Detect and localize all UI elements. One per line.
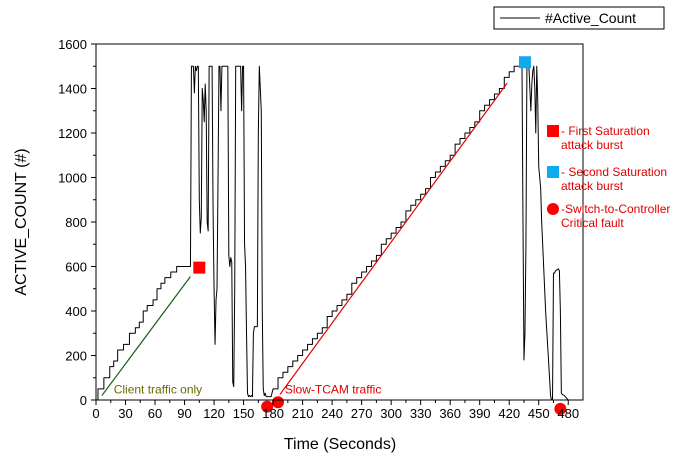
x-tick-label: 300 — [380, 406, 402, 421]
x-tick-label: 360 — [439, 406, 461, 421]
marker-legend-text: attack burst — [561, 179, 624, 193]
marker-legend-text: -Switch-to-Controller — [561, 202, 670, 216]
legend-box — [493, 6, 665, 30]
y-tick-label: 200 — [65, 349, 87, 364]
series-line-active-count — [96, 65, 569, 401]
annotation-label: Slow-TCAM traffic — [285, 382, 381, 396]
marker-legend-square — [547, 166, 559, 178]
square-marker — [518, 56, 531, 69]
circle-marker — [272, 396, 285, 409]
marker-legend-text: attack burst — [561, 138, 624, 152]
x-tick-label: 330 — [410, 406, 432, 421]
plot-frame — [95, 43, 584, 401]
y-tick-label: 600 — [65, 260, 87, 275]
y-axis: 0 200 400 600 800 1000 1200 1400 1600 — [58, 37, 96, 408]
y-axis-title: ACTIVE_COUNT (#) — [13, 148, 30, 295]
x-tick-label: 120 — [203, 406, 225, 421]
marker-legend-text: - Second Saturation — [561, 165, 667, 179]
x-tick-label: 450 — [528, 406, 550, 421]
x-tick-label: 270 — [351, 406, 373, 421]
x-tick-label: 390 — [469, 406, 491, 421]
x-tick-label: 420 — [498, 406, 520, 421]
x-tick-label: 480 — [557, 406, 579, 421]
x-tick-label: 180 — [262, 406, 284, 421]
circle-marker — [554, 402, 567, 415]
trend-lines-layer — [101, 82, 508, 396]
marker-legend-text: - First Saturation — [561, 124, 650, 138]
y-tick-label: 1200 — [58, 126, 87, 141]
x-axis-title: Time (Seconds) — [284, 436, 396, 453]
y-tick-label: 800 — [65, 215, 87, 230]
x-tick-label: 150 — [233, 406, 255, 421]
x-tick-label: 60 — [148, 406, 162, 421]
legend-entry-active-count: #Active_Count — [545, 10, 636, 26]
x-tick-label: 0 — [92, 406, 99, 421]
plot-area: Client traffic only Slow-TCAM traffic — [96, 56, 569, 415]
y-tick-label: 1600 — [58, 37, 87, 52]
x-tick-label: 30 — [118, 406, 132, 421]
marker-legend-text: Critical fault — [561, 216, 624, 230]
data-series-layer — [96, 65, 569, 401]
x-tick-label: 210 — [292, 406, 314, 421]
annotations-layer: Client traffic only Slow-TCAM traffic — [114, 382, 382, 396]
annotation-label: Client traffic only — [114, 382, 202, 396]
y-tick-label: 1400 — [58, 82, 87, 97]
marker-legend-circle — [547, 203, 559, 215]
y-tick-label: 400 — [65, 304, 87, 319]
circle-marker — [261, 400, 274, 413]
trend-line — [101, 276, 191, 396]
trend-line — [279, 82, 508, 395]
y-tick-label: 0 — [80, 393, 87, 408]
square-marker — [193, 261, 206, 274]
legend: #Active_Count — [493, 6, 665, 30]
marker-legend-square — [547, 125, 559, 137]
x-tick-label: 90 — [177, 406, 191, 421]
y-tick-label: 1000 — [58, 171, 87, 186]
x-axis: 0 30 60 90 120 150 180 210 240 270 300 330 360 390 420… — [92, 400, 579, 421]
x-tick-label: 240 — [321, 406, 343, 421]
markers-layer — [193, 56, 567, 415]
